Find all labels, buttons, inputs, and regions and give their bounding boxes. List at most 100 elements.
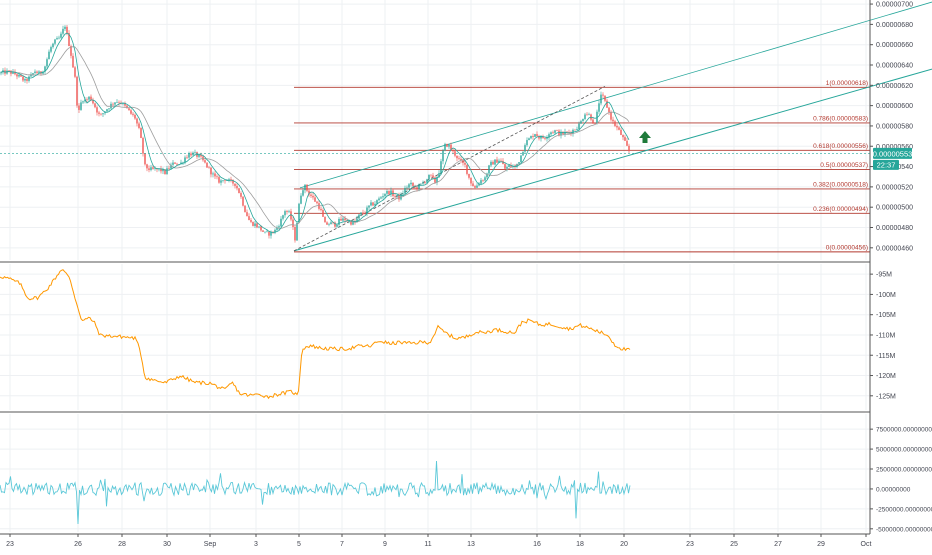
candle-body <box>148 168 150 170</box>
price-tick-label: 0.00000520 <box>876 184 913 191</box>
candle-body <box>26 79 28 81</box>
candle-body <box>458 158 460 159</box>
candle-body <box>482 180 484 181</box>
candle-body <box>282 215 284 219</box>
candle-body <box>150 167 152 170</box>
time-tick-label: 29 <box>817 541 825 548</box>
candle-body <box>182 162 184 164</box>
middle-tick-label: -95M <box>876 272 892 279</box>
oscillator-tick-label: 2500000.00000000 <box>876 467 932 474</box>
candle-body <box>6 70 8 74</box>
middle-axis[interactable]: -95M -100M -105M -110M -115M -120M -125M <box>870 272 896 401</box>
candle-body <box>68 33 70 47</box>
candle-body <box>288 211 290 212</box>
candle-body <box>170 164 172 169</box>
candle-body <box>342 218 344 221</box>
up-arrow-icon <box>639 131 651 143</box>
candle-body <box>20 74 22 77</box>
time-axis[interactable]: 23 26 28 30 Sep 3 5 7 9 11 13 16 18 20 23 25 27 29 Oct <box>6 534 871 548</box>
candle-body <box>478 183 480 186</box>
candle-body <box>358 214 360 219</box>
candle-body <box>94 103 96 108</box>
candle-body <box>64 26 66 29</box>
candle-body <box>308 190 310 195</box>
candle-body <box>606 100 608 108</box>
candle-body <box>552 132 554 133</box>
candle-body <box>58 37 60 39</box>
candle-body <box>244 205 246 213</box>
candle-body <box>234 183 236 186</box>
candle-body <box>470 177 472 184</box>
candle-body <box>366 207 368 214</box>
candle-body <box>132 113 134 115</box>
candle-body <box>578 123 580 130</box>
candle-body <box>402 193 404 195</box>
candle-body <box>516 163 518 167</box>
time-tick-label: 28 <box>118 541 126 548</box>
candle-body <box>326 222 328 225</box>
candle-body <box>166 168 168 175</box>
parallel-channel[interactable] <box>293 1 932 252</box>
candle-body <box>528 138 530 141</box>
candle-body <box>452 150 454 152</box>
oscillator-tick-label: 7500000.00000000 <box>876 427 932 434</box>
candle-body <box>574 129 576 131</box>
candle-body <box>498 160 500 163</box>
price-tag-time: 22:37 <box>877 160 896 169</box>
candle-body <box>268 231 270 236</box>
candle-body <box>488 165 490 174</box>
candle-body <box>304 184 306 191</box>
candle-body <box>136 118 138 124</box>
candle-body <box>302 190 304 196</box>
candle-body <box>222 180 224 181</box>
candle-body <box>584 114 586 120</box>
oscillator-tick-label: 0.00000000 <box>876 486 911 493</box>
candle-body <box>162 169 164 172</box>
candle-body <box>24 79 26 81</box>
candle-body <box>126 105 128 109</box>
candle-body <box>384 193 386 197</box>
candle-body <box>562 131 564 135</box>
candle-body <box>0 72 2 74</box>
candle-body <box>594 123 596 124</box>
candle-body <box>154 168 156 169</box>
candle-body <box>360 212 362 215</box>
candle-body <box>600 94 602 104</box>
candle-body <box>112 103 114 105</box>
candle-body <box>60 33 62 38</box>
candle-body <box>544 137 546 139</box>
candle-body <box>560 131 562 136</box>
candle-body <box>476 185 478 188</box>
oscillator-axis[interactable]: 7500000.00000000 5000000.00000000 2500000.… <box>870 427 932 534</box>
candle-body <box>350 221 352 225</box>
candle-body <box>30 74 32 77</box>
candle-body <box>200 154 202 157</box>
candle-body <box>186 157 188 159</box>
fib-level-label: 1(0.00000618) <box>826 80 868 87</box>
candle-body <box>128 108 130 111</box>
candle-body <box>428 174 430 180</box>
candle-body <box>322 210 324 217</box>
candle-body <box>184 157 186 163</box>
fibonacci-retracement[interactable]: 1(0.00000618) 0.786(0.00000583) 0.618(0.00… <box>294 80 870 253</box>
candle-body <box>232 179 234 184</box>
price-tick-label: 0.00000460 <box>876 245 913 252</box>
candle-body <box>548 134 550 138</box>
candle-body <box>28 76 30 81</box>
trend-dashed-line <box>293 85 606 252</box>
candle-body <box>352 220 354 225</box>
candle-body <box>84 99 86 102</box>
candle-body <box>504 164 506 169</box>
candle-body <box>252 221 254 226</box>
candle-body <box>248 216 250 221</box>
candle-body <box>214 173 216 177</box>
candle-body <box>508 165 510 167</box>
candle-body <box>500 160 502 162</box>
candle-body <box>118 102 120 103</box>
moving-average-slow <box>0 46 630 229</box>
candle-body <box>340 218 342 221</box>
price-axis[interactable]: 0.00000460 0.00000480 0.00000500 0.00000520… <box>870 2 913 253</box>
grid <box>0 0 870 532</box>
